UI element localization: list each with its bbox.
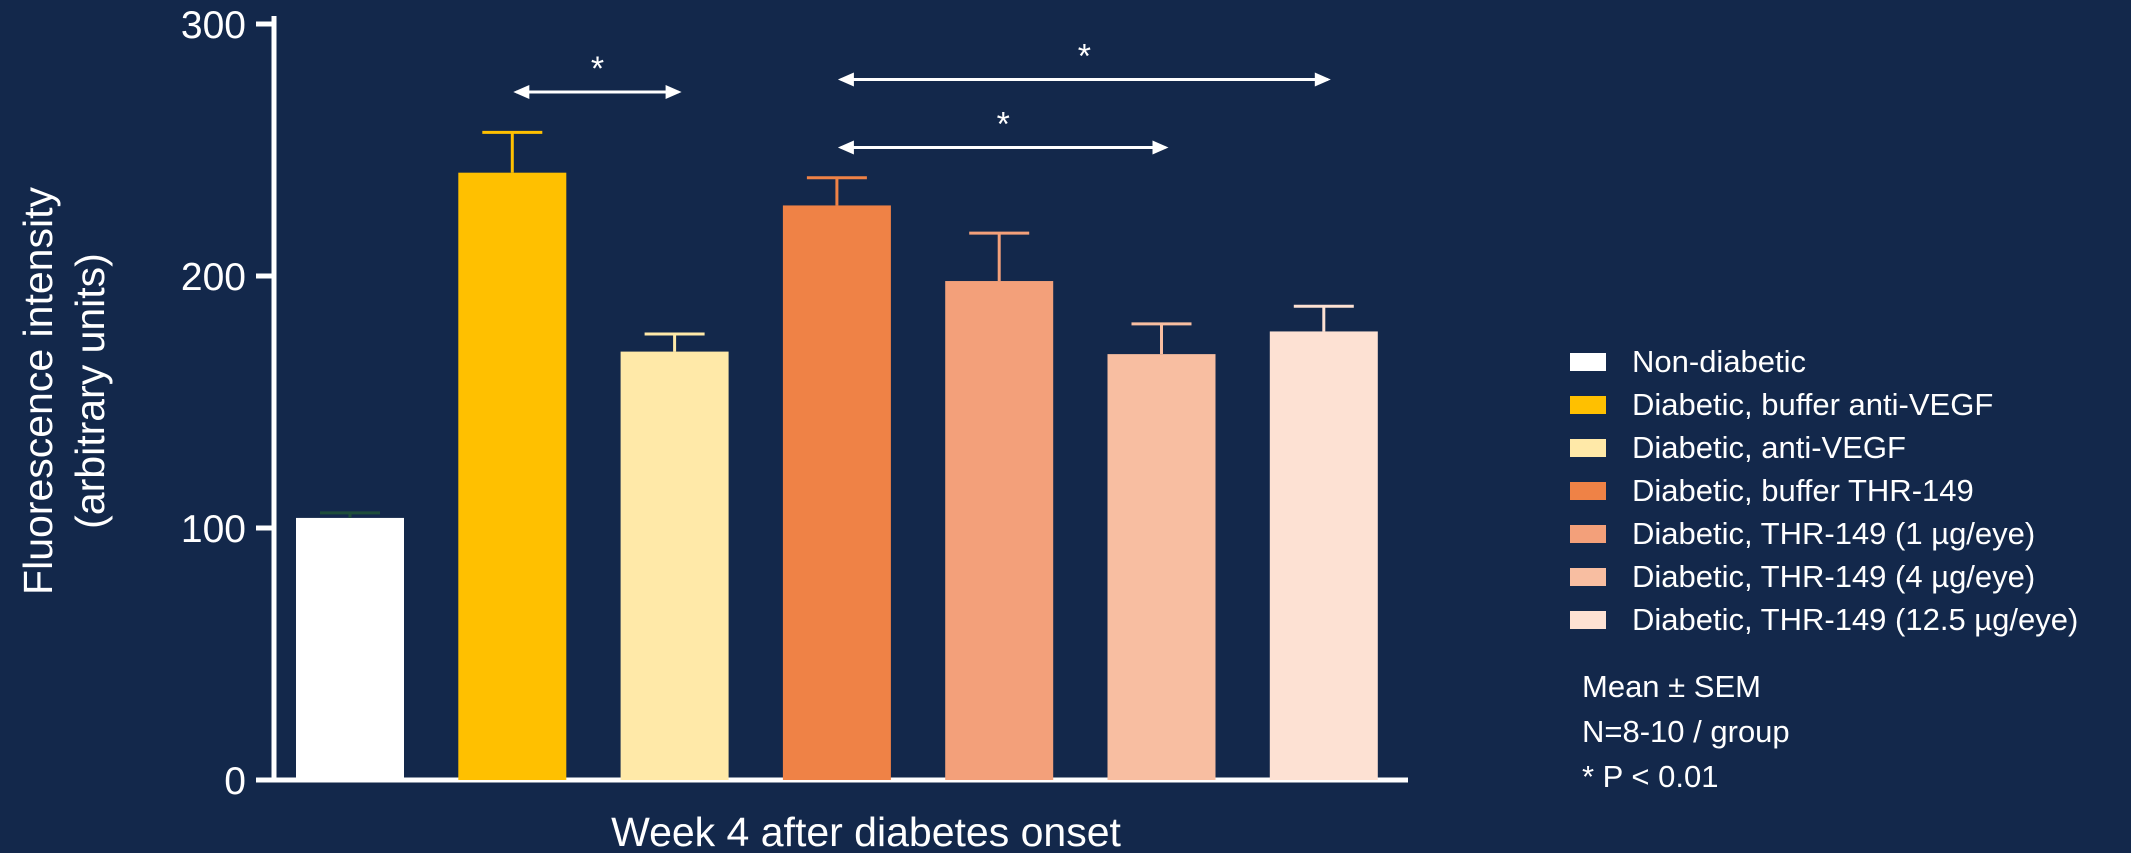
legend-label: Diabetic, THR-149 (1 µg/eye) xyxy=(1632,515,2036,551)
arrowhead-left xyxy=(513,85,530,100)
arrowhead-left xyxy=(837,140,854,155)
significance-label: * xyxy=(1078,37,1091,75)
legend-label: Diabetic, buffer anti-VEGF xyxy=(1632,386,1994,422)
error-bars xyxy=(320,130,1354,518)
arrowhead-left xyxy=(837,72,854,87)
legend-label: Diabetic, THR-149 (4 µg/eye) xyxy=(1632,558,2036,594)
y-tick-label: 0 xyxy=(224,760,246,803)
significance-label: * xyxy=(997,105,1010,143)
legend-label: Diabetic, anti-VEGF xyxy=(1632,429,1906,465)
legend-item: Diabetic, buffer anti-VEGF xyxy=(1570,383,2078,426)
note-mean-sem: Mean ± SEM xyxy=(1582,669,1761,704)
bar xyxy=(1269,331,1378,780)
y-tick-label: 200 xyxy=(181,256,246,299)
legend-swatch xyxy=(1570,395,1606,414)
note-p-value: * P < 0.01 xyxy=(1582,759,1719,794)
bar xyxy=(458,172,567,780)
legend-item: Diabetic, THR-149 (12.5 µg/eye) xyxy=(1570,598,2078,641)
bar-chart: 0 100 200 300 * * * Fluorescence intensity (a… xyxy=(15,4,1408,853)
arrowhead-right xyxy=(1314,72,1331,87)
note-n-per-group: N=8-10 / group xyxy=(1582,714,1790,749)
bars xyxy=(296,172,1378,780)
y-tick-label: 100 xyxy=(181,508,246,551)
legend-swatch xyxy=(1570,352,1606,371)
bar xyxy=(782,205,891,780)
arrowhead-right xyxy=(1152,140,1169,155)
legend-item: Diabetic, THR-149 (1 µg/eye) xyxy=(1570,512,2078,555)
legend-swatch xyxy=(1570,610,1606,629)
stats-notes: Mean ± SEM N=8-10 / group * P < 0.01 xyxy=(1582,664,1790,799)
legend-label: Non-diabetic xyxy=(1632,343,1807,379)
legend-swatch xyxy=(1570,481,1606,500)
legend-item: Diabetic, anti-VEGF xyxy=(1570,426,2078,469)
legend: Non-diabetic Diabetic, buffer anti-VEGF Di… xyxy=(1570,340,2078,641)
arrowhead-right xyxy=(665,85,682,100)
y-axis-title-line-1: Fluorescence intensity xyxy=(15,187,61,595)
significance-markers: * * * xyxy=(513,37,1331,155)
significance-label: * xyxy=(591,50,604,88)
legend-label: Diabetic, buffer THR-149 xyxy=(1632,472,1974,508)
bar xyxy=(1107,354,1216,780)
legend-swatch xyxy=(1570,567,1606,586)
x-axis-title: Week 4 after diabetes onset xyxy=(611,809,1121,853)
legend-item: Diabetic, THR-149 (4 µg/eye) xyxy=(1570,555,2078,598)
legend-swatch xyxy=(1570,524,1606,543)
legend-item: Diabetic, buffer THR-149 xyxy=(1570,469,2078,512)
bar xyxy=(945,281,1054,780)
y-axis-title-line-2: (arbitrary units) xyxy=(67,253,113,529)
bar xyxy=(620,351,729,780)
y-tick-label: 300 xyxy=(181,4,246,47)
legend-label: Diabetic, THR-149 (12.5 µg/eye) xyxy=(1632,601,2079,637)
legend-item: Non-diabetic xyxy=(1570,340,2078,383)
legend-swatch xyxy=(1570,438,1606,457)
bar xyxy=(296,517,404,780)
